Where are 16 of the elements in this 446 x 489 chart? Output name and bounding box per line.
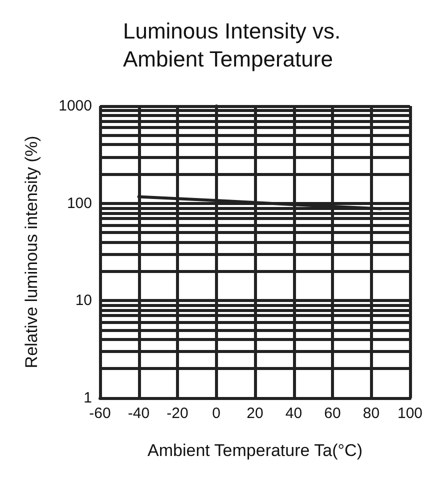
y-axis-title: Relative luminous intensity (%) <box>22 136 41 368</box>
x-tick-label: -60 <box>89 405 111 422</box>
y-tick-label: 1000 <box>58 98 92 114</box>
y-tick-label: 1 <box>84 390 92 406</box>
x-tick-label: 80 <box>362 405 380 422</box>
x-tick-label: -40 <box>128 405 150 422</box>
x-tick-label: 0 <box>212 405 220 422</box>
y-tick-label: 10 <box>75 292 92 310</box>
x-tick-label: 60 <box>324 405 341 422</box>
x-tick-label: 20 <box>246 405 264 422</box>
x-tick-label: 100 <box>397 405 423 422</box>
x-tick-label: 40 <box>285 405 302 422</box>
x-axis-title: Ambient Temperature Ta(°C) <box>148 441 362 460</box>
x-tick-label: -20 <box>166 405 188 422</box>
chart-title: Luminous Intensity vs. Ambient Temperature <box>123 18 341 72</box>
y-tick-label: 100 <box>66 194 92 212</box>
